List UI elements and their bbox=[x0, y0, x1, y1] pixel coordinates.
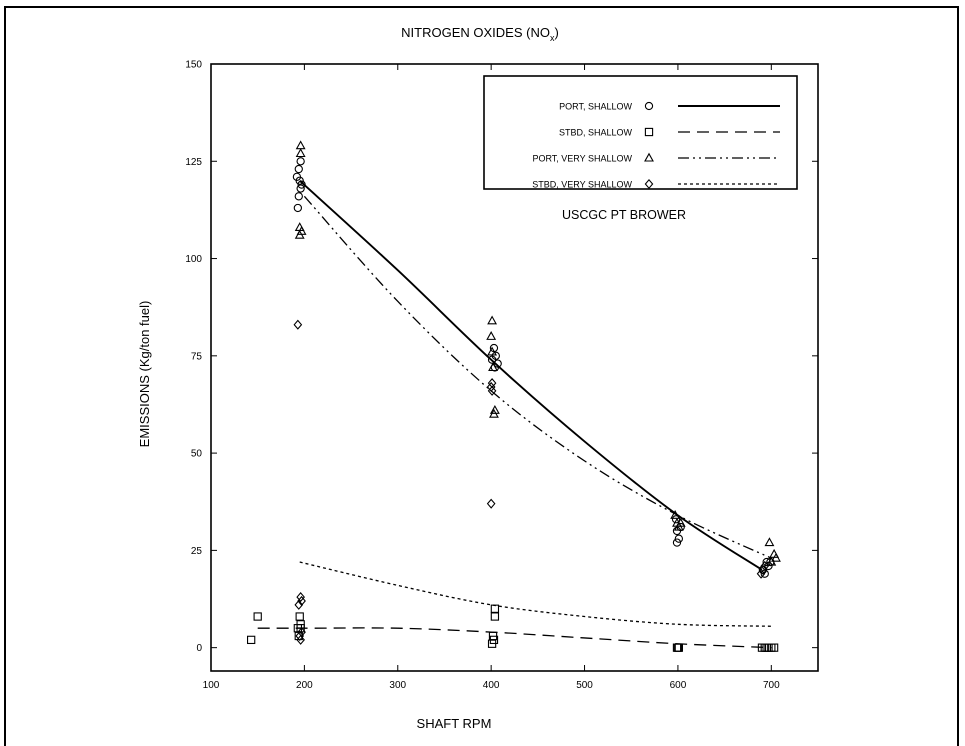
y-tick-label: 25 bbox=[191, 546, 203, 557]
data-point-port-shallow bbox=[296, 157, 305, 166]
y-tick-label: 50 bbox=[191, 449, 203, 460]
data-point-port-very-shallow bbox=[675, 517, 686, 527]
legend-label: STBD, SHALLOW bbox=[559, 128, 633, 138]
legend-marker-port-shallow bbox=[644, 101, 654, 111]
data-point-port-shallow bbox=[674, 534, 684, 543]
data-point-port-very-shallow bbox=[764, 537, 775, 547]
legend-marker-stbd-very-shallow bbox=[644, 178, 654, 190]
data-point-port-very-shallow bbox=[670, 510, 681, 519]
x-tick-label: 300 bbox=[389, 680, 406, 691]
axis-ticks: 100 200 300 400 500 600 700 0 25 50 75 100 125 150 bbox=[185, 60, 818, 691]
x-tick-label: 100 bbox=[203, 680, 220, 691]
y-tick-label: 100 bbox=[185, 254, 202, 265]
legend-marker-stbd-shallow bbox=[644, 127, 654, 137]
data-point-port-very-shallow bbox=[488, 362, 498, 372]
data-point-stbd-very-shallow bbox=[486, 381, 496, 393]
data-point-port-shallow bbox=[293, 203, 302, 213]
data-point-port-very-shallow bbox=[295, 148, 306, 158]
data-point-stbd-shallow bbox=[490, 612, 500, 621]
data-point-stbd-very-shallow bbox=[293, 319, 303, 330]
data-point-stbd-very-shallow bbox=[758, 564, 768, 575]
data-point-port-very-shallow bbox=[487, 315, 498, 325]
data-point-port-very-shallow bbox=[487, 346, 498, 356]
legend-items: PORT, SHALLOW STBD, SHALLOW PORT, VERY SHA… bbox=[532, 102, 780, 190]
data-point-port-shallow bbox=[294, 164, 303, 174]
figure-frame bbox=[4, 6, 959, 746]
data-point-stbd-shallow bbox=[769, 643, 779, 652]
data-point-stbd-shallow bbox=[762, 643, 771, 652]
data-points bbox=[247, 140, 781, 652]
data-point-port-very-shallow bbox=[771, 552, 781, 562]
x-tick-label: 700 bbox=[763, 680, 780, 691]
vessel-annotation: USCGC PT BROWER bbox=[562, 208, 686, 222]
legend-marker-port-very-shallow bbox=[644, 152, 654, 162]
data-point-stbd-very-shallow bbox=[296, 634, 305, 645]
data-point-stbd-shallow bbox=[253, 612, 262, 621]
y-tick-label: 125 bbox=[185, 157, 202, 168]
data-point-stbd-shallow bbox=[247, 635, 256, 645]
legend-box bbox=[483, 75, 798, 190]
y-axis-label: EMISSIONS (Kg/ton fuel) bbox=[137, 301, 152, 448]
data-point-stbd-very-shallow bbox=[296, 592, 305, 603]
data-point-stbd-shallow bbox=[488, 631, 498, 641]
x-tick-label: 400 bbox=[483, 680, 500, 691]
data-point-port-shallow bbox=[295, 176, 304, 185]
data-point-port-very-shallow bbox=[296, 225, 307, 235]
data-point-stbd-shallow bbox=[672, 643, 682, 652]
fit-line-port-shallow bbox=[299, 180, 763, 571]
data-point-port-very-shallow bbox=[295, 140, 306, 150]
fit-line-stbd-very-shallow bbox=[299, 561, 772, 627]
data-point-port-very-shallow bbox=[489, 404, 500, 414]
chart-title: NITROGEN OXIDES (NOx) bbox=[401, 25, 559, 43]
data-point-stbd-shallow bbox=[295, 612, 304, 621]
data-point-stbd-very-shallow bbox=[297, 595, 306, 607]
x-tick-label: 600 bbox=[670, 680, 687, 691]
data-point-stbd-shallow bbox=[490, 604, 500, 613]
data-point-port-shallow bbox=[487, 355, 497, 364]
y-tick-label: 150 bbox=[185, 60, 202, 71]
data-point-stbd-very-shallow bbox=[486, 498, 496, 509]
data-point-port-shallow bbox=[672, 538, 682, 547]
legend-label: PORT, VERY SHALLOW bbox=[532, 154, 632, 164]
legend: PORT, SHALLOW STBD, SHALLOW PORT, VERY SHA… bbox=[483, 75, 798, 190]
data-point-port-shallow bbox=[297, 180, 306, 189]
x-tick-label: 500 bbox=[576, 680, 593, 691]
data-point-port-shallow bbox=[762, 557, 771, 567]
data-point-port-very-shallow bbox=[766, 556, 777, 566]
fit-line-stbd-shallow bbox=[257, 627, 772, 649]
data-point-stbd-very-shallow bbox=[294, 599, 304, 610]
data-point-stbd-very-shallow bbox=[487, 385, 497, 396]
data-point-port-shallow bbox=[296, 184, 305, 193]
x-axis-label: SHAFT RPM bbox=[417, 716, 492, 731]
data-point-stbd-very-shallow bbox=[760, 560, 770, 571]
legend-label: PORT, SHALLOW bbox=[559, 102, 632, 112]
data-point-stbd-very-shallow bbox=[756, 568, 766, 579]
data-point-stbd-shallow bbox=[296, 624, 305, 633]
x-tick-label: 200 bbox=[296, 680, 313, 691]
fit-lines bbox=[257, 180, 772, 649]
plot-area bbox=[210, 63, 819, 672]
data-point-port-very-shallow bbox=[486, 331, 497, 340]
data-point-port-shallow bbox=[671, 515, 681, 524]
data-point-stbd-very-shallow bbox=[295, 630, 305, 642]
y-tick-label: 75 bbox=[191, 351, 203, 362]
fit-line-port-very-shallow bbox=[303, 195, 772, 559]
y-tick-label: 0 bbox=[196, 643, 202, 654]
data-point-port-shallow bbox=[294, 192, 303, 201]
data-point-port-very-shallow bbox=[489, 408, 499, 418]
legend-label: STBD, VERY SHALLOW bbox=[532, 180, 632, 190]
data-point-stbd-very-shallow bbox=[297, 627, 306, 638]
